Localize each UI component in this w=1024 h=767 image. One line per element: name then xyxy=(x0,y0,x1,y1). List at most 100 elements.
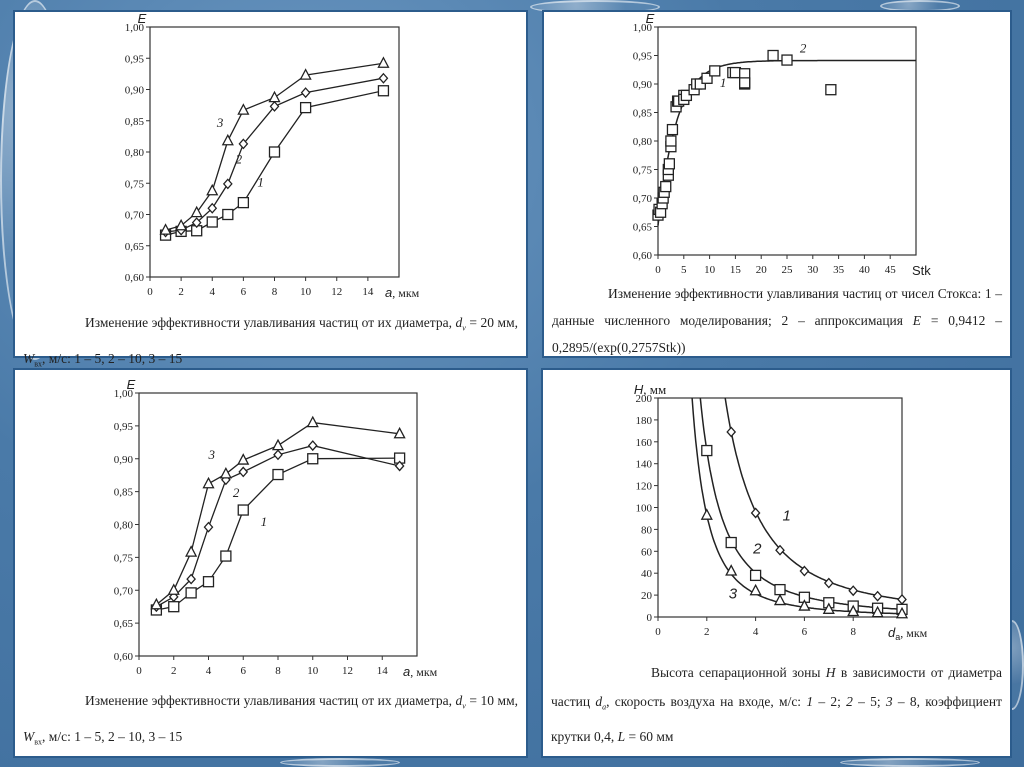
diamond-marker xyxy=(203,521,214,533)
caption-text: – 5; xyxy=(852,694,886,709)
diamond-marker xyxy=(848,585,859,597)
square-marker xyxy=(660,180,672,193)
square-marker xyxy=(749,569,762,582)
y-tick-label: 100 xyxy=(636,503,653,515)
caption-text: Высота сепарационной зоны xyxy=(651,665,826,680)
y-tick-label: 0,60 xyxy=(633,250,653,262)
series-label: 3 xyxy=(729,585,738,602)
x-tick-label: 30 xyxy=(807,264,819,276)
caption-text: v xyxy=(462,323,466,333)
plot-data: 12 xyxy=(652,41,916,226)
diamond-marker xyxy=(750,507,761,519)
y-tick-label: 0,90 xyxy=(125,85,145,97)
caption-text: = 0,9412 – 0,2895/(exp(0,2757Stk)) xyxy=(552,313,1002,355)
triangle-marker xyxy=(175,218,188,231)
y-axis-name: E xyxy=(127,377,136,392)
x-axis-unit: , мкм xyxy=(410,665,437,679)
series-3: 3 xyxy=(150,415,406,610)
square-marker xyxy=(237,504,249,516)
caption: Изменение эффективности улавливания част… xyxy=(23,686,518,757)
square-marker xyxy=(666,123,679,136)
background-bubble xyxy=(280,758,400,767)
chart-efficiency-stokes: 0,60 0,65 0,70 0,75 0,80 0,85 0,90 0,95 1,00 0 5 10… xyxy=(633,12,932,278)
caption-text: E xyxy=(912,313,922,328)
triangle-marker xyxy=(167,583,180,595)
x-axis-label: Stk xyxy=(912,263,931,278)
series-label: 1 xyxy=(261,514,268,529)
y-tick-label: 0,65 xyxy=(125,241,145,253)
caption-text: a xyxy=(602,702,607,712)
square-marker xyxy=(701,72,713,84)
square-marker xyxy=(377,85,390,97)
square-marker xyxy=(268,146,281,158)
square-marker xyxy=(694,78,706,90)
series-label: 1 xyxy=(720,75,727,90)
square-marker xyxy=(774,583,786,596)
y-tick-label: 180 xyxy=(636,415,653,427)
x-axis-name: d xyxy=(888,625,896,640)
diamond-marker xyxy=(378,72,389,84)
diamond-marker xyxy=(726,426,737,438)
x-tick-label: 0 xyxy=(136,665,142,677)
caption-text: = 20 мм, xyxy=(465,315,519,330)
caption-text: W xyxy=(23,728,35,744)
chart-panel-separation-height: 0 20 40 60 80 100 120 140 160 180 200 0 2 4 6 8 H, мм da,… xyxy=(541,368,1012,758)
y-tick-label: 1,00 xyxy=(125,22,145,34)
y-tick-label: 160 xyxy=(636,437,653,449)
plot-data: 123 xyxy=(691,397,909,619)
x-tick-label: 2 xyxy=(178,286,184,298)
diamond-marker xyxy=(273,449,283,461)
x-tick-label: 12 xyxy=(331,286,342,298)
triangle-marker xyxy=(221,133,234,146)
series-label: 1 xyxy=(782,508,790,525)
caption-text: – 2; xyxy=(813,694,847,709)
x-tick-label: 0 xyxy=(655,264,661,276)
plot-data: 123 xyxy=(159,56,390,241)
axes: 0,60 0,65 0,70 0,75 0,80 0,85 0,90 0,95 1,00 0 2 4 6… xyxy=(114,377,438,679)
x-tick-label: 12 xyxy=(342,665,353,677)
series-line xyxy=(156,457,400,611)
y-tick-label: 0,95 xyxy=(633,51,653,63)
square-marker xyxy=(222,208,234,221)
triangle-marker xyxy=(871,605,884,618)
caption-text: d xyxy=(455,693,463,708)
y-tick-label: 0,80 xyxy=(114,520,134,532)
x-axis-name: a xyxy=(385,285,392,300)
x-tick-label: 10 xyxy=(300,286,312,298)
series-2: 2 xyxy=(160,72,389,238)
x-tick-label: 6 xyxy=(241,286,247,298)
series-label: 2 xyxy=(233,485,240,500)
series-label: 3 xyxy=(208,447,216,462)
x-tick-label: 14 xyxy=(377,665,389,677)
triangle-marker xyxy=(237,103,250,115)
caption-text: Изменение эффективности улавливания част… xyxy=(85,693,456,708)
triangle-marker xyxy=(159,223,172,235)
axes: 0,60 0,65 0,70 0,75 0,80 0,85 0,90 0,95 1,00 0 2 4 6… xyxy=(125,12,420,300)
series-label: 3 xyxy=(216,115,224,130)
y-axis-label: E xyxy=(646,12,655,26)
caption: Изменение эффективности улавливания част… xyxy=(552,280,1002,361)
caption-text: v xyxy=(462,701,466,711)
y-axis-label: E xyxy=(138,12,147,26)
y-tick-label: 0,70 xyxy=(633,193,653,205)
axes: 0,60 0,65 0,70 0,75 0,80 0,85 0,90 0,95 1,00 0 5 10… xyxy=(633,12,932,278)
caption-text: в зависимости от диаметра частиц xyxy=(551,665,1002,709)
plot-data: 1 2 3 xyxy=(150,415,406,616)
triangle-marker xyxy=(847,604,860,617)
caption-text: вх xyxy=(34,359,43,369)
square-marker xyxy=(185,587,197,599)
caption-text: H xyxy=(825,665,836,680)
triangle-marker xyxy=(219,466,232,479)
x-tick-label: 8 xyxy=(272,286,278,298)
axes: 0 20 40 60 80 100 120 140 160 180 200 0 2 4 6 8 H, мм da,… xyxy=(634,382,928,642)
y-tick-label: 0 xyxy=(647,612,653,624)
series-label: 2 xyxy=(236,151,243,166)
chart-panel-efficiency-stokes: 0,60 0,65 0,70 0,75 0,80 0,85 0,90 0,95 1,00 0 5 10… xyxy=(542,10,1012,358)
diamond-marker xyxy=(300,87,311,99)
y-tick-label: 80 xyxy=(641,524,653,536)
y-tick-label: 0,60 xyxy=(114,651,134,663)
x-tick-label: 2 xyxy=(171,665,177,677)
caption-text: Изменение эффективности улавливания част… xyxy=(85,315,456,330)
triangle-marker xyxy=(393,426,406,439)
x-tick-label: 45 xyxy=(885,264,897,276)
